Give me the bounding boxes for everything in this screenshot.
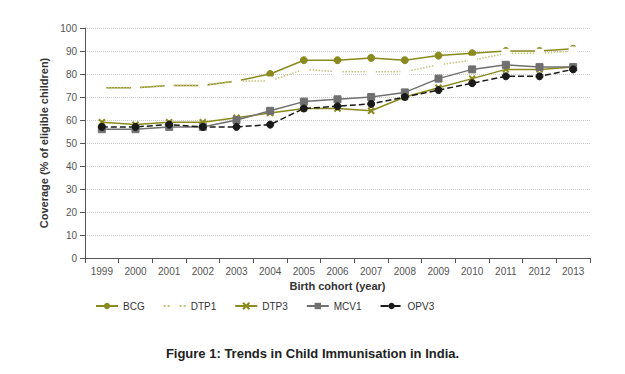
svg-text:OPV3: OPV3 <box>408 301 435 312</box>
svg-text:2002: 2002 <box>192 266 215 277</box>
svg-text:Birth cohort (year): Birth cohort (year) <box>290 280 386 292</box>
svg-text:40: 40 <box>66 161 78 172</box>
svg-text:Coverage (% of eligible childr: Coverage (% of eligible children) <box>38 57 50 228</box>
svg-text:60: 60 <box>66 115 78 126</box>
svg-text:1999: 1999 <box>91 266 114 277</box>
svg-text:2007: 2007 <box>360 266 383 277</box>
svg-text:2003: 2003 <box>225 266 248 277</box>
svg-text:2005: 2005 <box>293 266 316 277</box>
svg-text:DTP3: DTP3 <box>262 301 288 312</box>
svg-text:2013: 2013 <box>562 266 585 277</box>
svg-text:2011: 2011 <box>495 266 517 277</box>
svg-text:MCV1: MCV1 <box>334 301 362 312</box>
svg-text:2000: 2000 <box>124 266 147 277</box>
svg-text:50: 50 <box>66 138 78 149</box>
svg-text:2010: 2010 <box>461 266 484 277</box>
svg-text:90: 90 <box>66 46 78 57</box>
svg-text:20: 20 <box>66 207 78 218</box>
svg-text:2012: 2012 <box>528 266 551 277</box>
svg-text:2001: 2001 <box>158 266 181 277</box>
svg-text:2009: 2009 <box>427 266 450 277</box>
svg-text:30: 30 <box>66 184 78 195</box>
svg-text:2008: 2008 <box>394 266 417 277</box>
svg-text:2004: 2004 <box>259 266 282 277</box>
svg-text:DTP1: DTP1 <box>191 301 217 312</box>
svg-text:2006: 2006 <box>326 266 349 277</box>
svg-text:80: 80 <box>66 69 78 80</box>
svg-text:Figure 1: Trends in Child Immu: Figure 1: Trends in Child Immunisation i… <box>166 346 459 361</box>
svg-text:10: 10 <box>66 230 78 241</box>
svg-text:100: 100 <box>60 23 77 34</box>
svg-text:BCG: BCG <box>123 301 145 312</box>
svg-text:0: 0 <box>71 253 77 264</box>
svg-text:70: 70 <box>66 92 78 103</box>
